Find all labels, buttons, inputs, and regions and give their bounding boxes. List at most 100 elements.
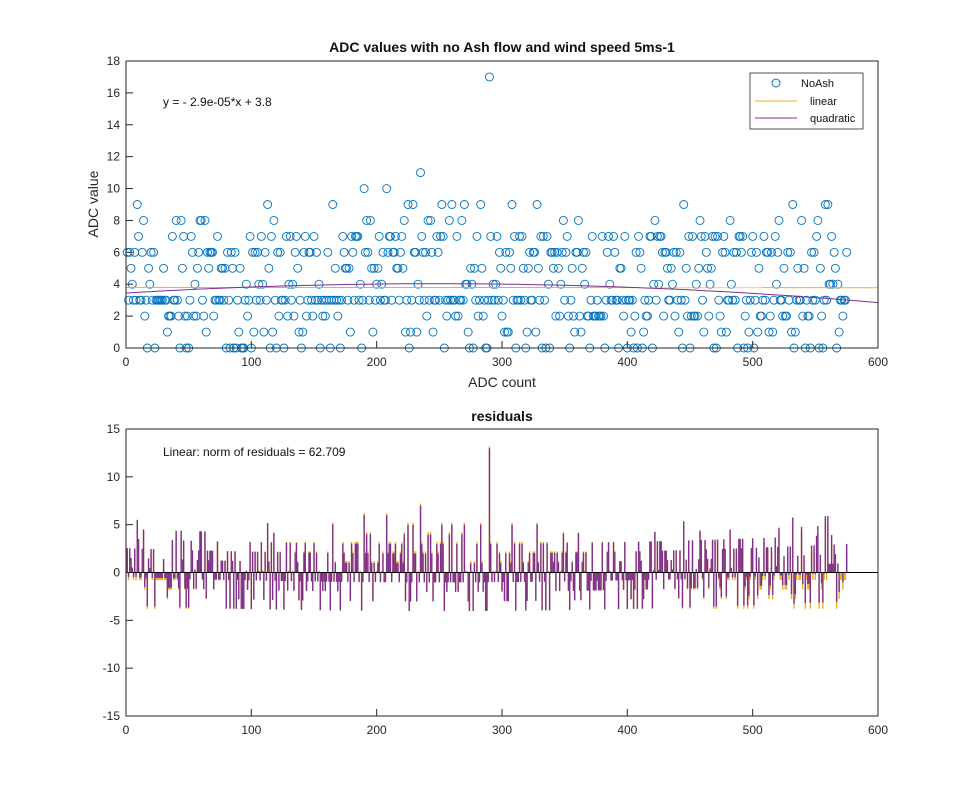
scatter-point xyxy=(389,247,399,257)
residual-bar-quadratic xyxy=(141,548,143,573)
residual-bar-quadratic xyxy=(344,562,347,573)
scatter-point xyxy=(525,247,535,257)
residual-bar-quadratic xyxy=(667,572,670,580)
residual-bar-quadratic xyxy=(641,572,644,609)
residual-bar-quadratic xyxy=(516,572,518,582)
scatter-ticks: 0 100 200 300 400 500 600 0 2 4 6 8 10 12 14 16 18 xyxy=(107,54,889,369)
scatter-point xyxy=(391,231,400,241)
scatter-point xyxy=(417,231,427,241)
residual-bar-quadratic xyxy=(290,572,293,582)
scatter-point xyxy=(444,215,454,225)
residual-bar-quadratic xyxy=(284,572,286,582)
scatter-point xyxy=(798,311,808,321)
residual-bar-quadratic xyxy=(442,544,444,573)
residual-bar-quadratic xyxy=(506,572,508,602)
scatter-title: ADC values with no Ash flow and wind spe… xyxy=(329,39,675,55)
residual-bar-quadratic xyxy=(818,572,820,603)
residual-bar-quadratic xyxy=(181,559,184,573)
scatter-axes: ADC values with no Ash flow and wind spe… xyxy=(85,39,888,390)
residual-bar-quadratic xyxy=(144,572,146,588)
residual-bar-quadratic xyxy=(319,572,321,611)
scatter-point xyxy=(531,327,541,337)
residual-bar-quadratic xyxy=(577,533,580,573)
scatter-point xyxy=(171,215,181,225)
residual-bar-quadratic xyxy=(563,572,566,582)
scatter-point xyxy=(198,295,207,305)
residual-bar-quadratic xyxy=(220,560,222,573)
scatter-point xyxy=(698,295,707,305)
scatter-point xyxy=(659,311,669,321)
residual-bar-quadratic xyxy=(604,572,606,610)
scatter-point xyxy=(635,247,645,257)
scatter-point xyxy=(302,311,311,321)
scatter-point xyxy=(406,327,415,337)
residual-bar-quadratic xyxy=(126,548,128,573)
residual-bar-quadratic xyxy=(444,572,447,583)
scatter-point xyxy=(228,263,237,273)
residual-bar-quadratic xyxy=(592,572,595,591)
residual-bar-quadratic xyxy=(720,572,723,597)
residual-bar-quadratic xyxy=(745,572,748,577)
scatter-point xyxy=(179,231,189,241)
residual-bar-quadratic xyxy=(759,572,761,586)
residual-bar-quadratic xyxy=(323,572,325,582)
scatter-point xyxy=(612,295,622,305)
residual-bar-quadratic xyxy=(250,572,253,610)
residual-bar-quadratic xyxy=(127,572,130,577)
residual-bar-quadratic xyxy=(619,561,621,573)
residual-bar-quadratic xyxy=(789,546,791,573)
residual-bar-quadratic xyxy=(182,540,185,573)
residual-bar-quadratic xyxy=(751,538,754,573)
scatter-point xyxy=(309,231,319,241)
residual-bar-quadratic xyxy=(446,572,448,592)
residual-bar-linear xyxy=(788,572,790,581)
residual-bar-quadratic xyxy=(190,540,192,573)
scatter-point xyxy=(243,311,253,321)
residual-bar-quadratic xyxy=(130,557,132,573)
scatter-point xyxy=(333,311,343,321)
scatter-point xyxy=(185,295,195,305)
scatter-point xyxy=(538,231,548,241)
residual-bar-quadratic xyxy=(129,548,131,573)
residual-bar-quadratic xyxy=(703,572,705,598)
residual-bar-quadratic xyxy=(251,551,254,573)
scatter-point xyxy=(551,311,561,321)
residual-bar-quadratic xyxy=(548,572,551,611)
scatter-point xyxy=(550,247,560,257)
scatter-point xyxy=(261,295,271,305)
scatter-point xyxy=(451,311,461,321)
residual-bar-quadratic xyxy=(676,572,679,579)
scatter-y-tick-label: 16 xyxy=(107,86,121,100)
residual-bar-quadratic xyxy=(315,552,318,573)
scatter-point xyxy=(579,247,588,257)
scatter-point xyxy=(483,295,493,305)
residual-bar-quadratic xyxy=(650,541,652,573)
residual-bar-quadratic xyxy=(137,538,140,573)
scatter-point xyxy=(505,247,514,257)
residual-bar-quadratic xyxy=(175,530,177,573)
residual-bar-quadratic xyxy=(612,542,615,573)
residual-bar-quadratic xyxy=(819,554,822,573)
scatter-point xyxy=(401,327,410,337)
scatter-point xyxy=(190,279,200,289)
residual-bar-quadratic xyxy=(743,572,745,606)
residual-bar-quadratic xyxy=(349,572,352,602)
residual-bar-quadratic xyxy=(777,546,779,573)
residual-bar-quadratic xyxy=(797,555,799,573)
scatter-point xyxy=(453,311,463,321)
residual-bar-quadratic xyxy=(644,572,646,580)
scatter-point xyxy=(705,279,715,289)
residuals-title: residuals xyxy=(471,408,533,424)
scatter-point xyxy=(234,327,244,337)
scatter-point xyxy=(486,231,496,241)
residual-bar-quadratic xyxy=(139,572,141,578)
residual-bar-quadratic xyxy=(452,572,454,583)
scatter-point xyxy=(676,295,686,305)
residual-bar-quadratic xyxy=(221,560,224,573)
residual-bar-quadratic xyxy=(803,555,805,573)
residual-bar-quadratic xyxy=(661,550,664,573)
residual-bar-quadratic xyxy=(170,572,172,588)
residual-bar-quadratic xyxy=(239,561,241,573)
residual-bar-quadratic xyxy=(353,572,355,582)
residual-bar-quadratic xyxy=(433,572,436,583)
